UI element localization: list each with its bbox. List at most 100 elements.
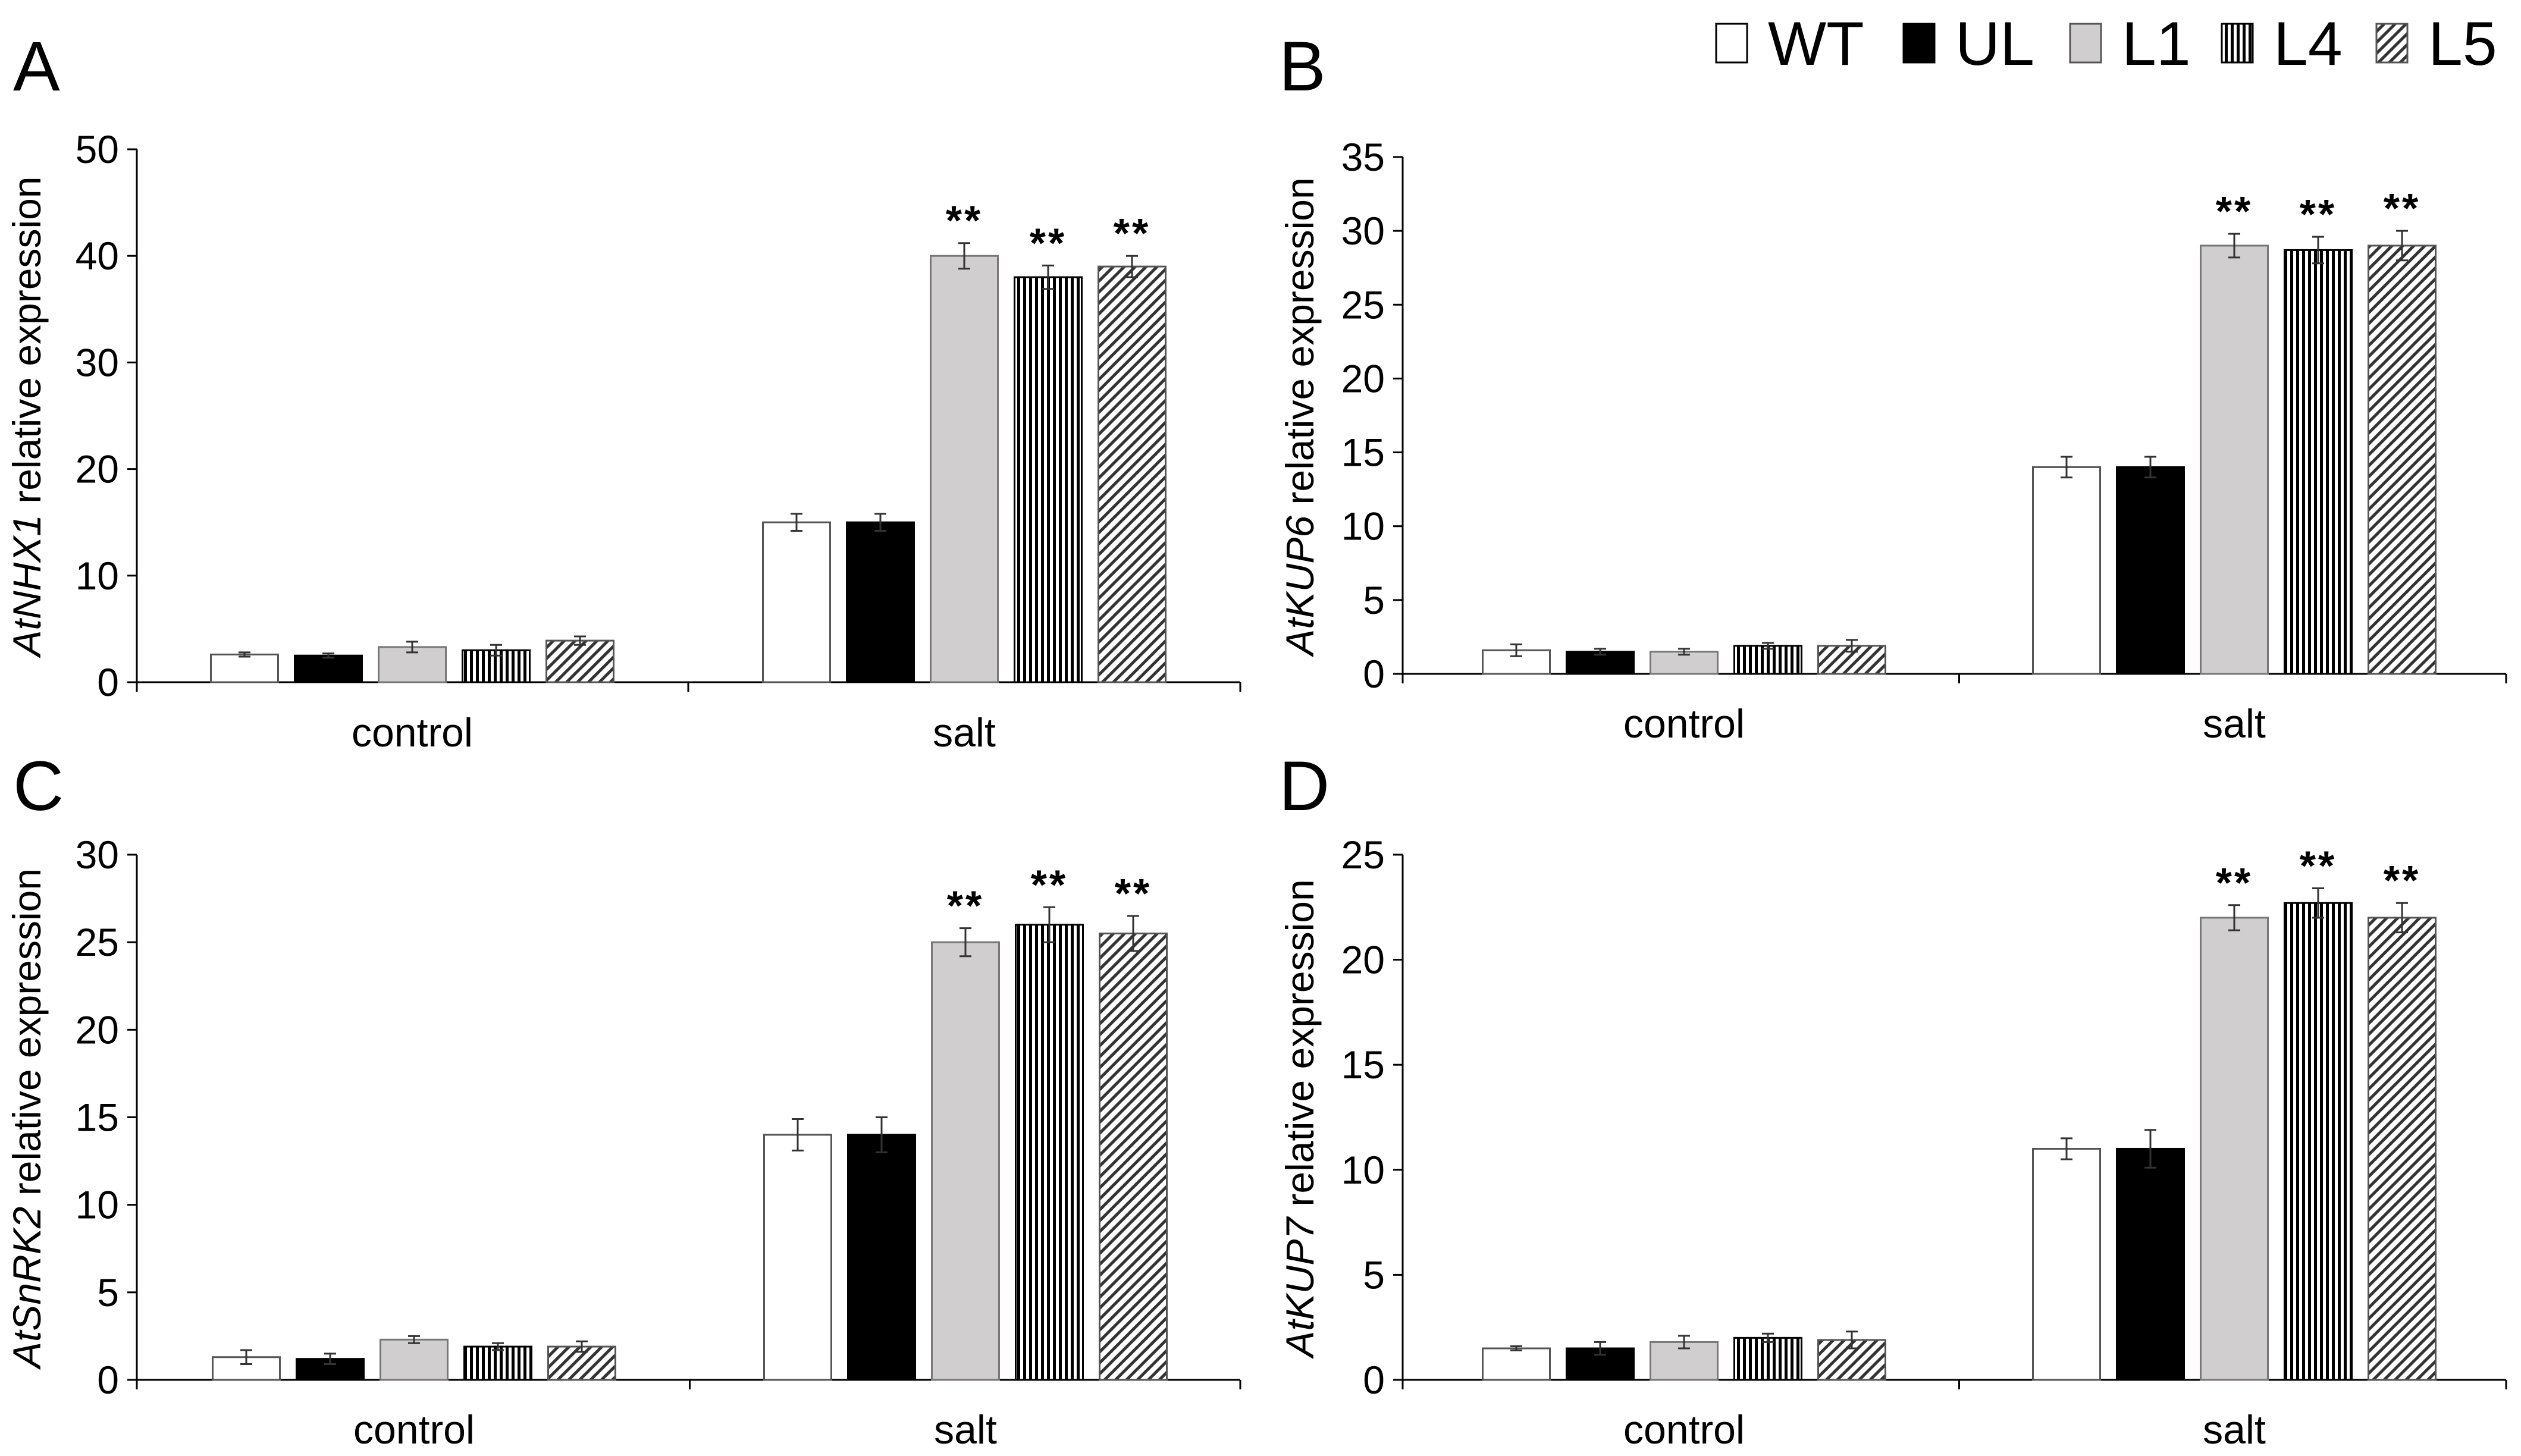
y-axis-suffix-c: relative expression <box>5 868 49 1195</box>
panel-letter-c: C <box>13 747 64 826</box>
significance-mark-l5-b: ** <box>2384 185 2420 231</box>
error-bar-l4-salt-b <box>2312 236 2324 265</box>
error-bar-ul-control-d <box>1594 1341 1606 1356</box>
panel-letter-d: D <box>1279 747 1330 826</box>
legend-swatch-ul <box>1902 23 1936 64</box>
y-axis-suffix-a: relative expression <box>5 176 49 503</box>
y-tick-label-b: 30 <box>1341 209 1385 253</box>
legend-label-wt: WT <box>1768 10 1864 79</box>
y-axis-suffix-d: relative expression <box>1278 879 1322 1206</box>
y-tick-label-b: 10 <box>1341 504 1385 548</box>
legend-swatch-l4 <box>2221 23 2254 64</box>
significance-mark-l1-b: ** <box>2216 188 2253 234</box>
bar-l4-salt-d <box>2284 902 2353 1381</box>
y-tick-label-c: 0 <box>97 1358 119 1402</box>
y-tick-label-d: 25 <box>1341 833 1385 877</box>
significance-mark-l4-a: ** <box>1030 219 1067 266</box>
error-bar-l4-control-a <box>490 644 502 657</box>
bar-l5-control-b <box>1817 645 1886 675</box>
significance-mark-l4-c: ** <box>1031 861 1068 908</box>
significance-mark-l1-d: ** <box>2216 859 2253 906</box>
error-bar-l5-control-a <box>574 635 586 646</box>
bar-l5-control-a <box>545 639 614 683</box>
error-bar-l4-salt-a <box>1042 264 1054 290</box>
bar-l1-salt-d <box>2200 917 2269 1381</box>
legend-label-l5: L5 <box>2428 10 2497 79</box>
panel-b: B AtKUP6 relative expression 0 5 10 15 20 25 3… <box>1278 27 2507 746</box>
y-axis-gene-a: AtNHX1 <box>5 514 49 658</box>
y-tick-label-c: 25 <box>76 920 119 964</box>
category-label-control-d: control <box>1623 1407 1745 1452</box>
bars-c: ** ** ** <box>212 861 1168 1381</box>
error-bar-ul-salt-b <box>2144 456 2156 479</box>
error-bar-l1-salt-b <box>2228 233 2240 259</box>
y-tick-label-d: 15 <box>1341 1043 1385 1087</box>
category-label-salt-c: salt <box>934 1407 997 1452</box>
y-tick-label-b: 20 <box>1341 356 1385 400</box>
error-bar-wt-control-c <box>240 1349 252 1366</box>
error-bar-wt-salt-c <box>792 1118 804 1151</box>
y-tick-label-c: 10 <box>76 1183 119 1227</box>
significance-mark-l5-d: ** <box>2384 857 2420 903</box>
bar-wt-control-d <box>1482 1347 1551 1381</box>
legend-label-l4: L4 <box>2274 10 2343 79</box>
error-bar-l4-salt-c <box>1043 906 1055 943</box>
category-label-control-c: control <box>353 1407 475 1452</box>
axes-d: 0 5 10 15 20 25 <box>1341 833 2507 1402</box>
significance-mark-l4-b: ** <box>2300 191 2337 237</box>
bars-b: ** ** ** <box>1482 185 2437 675</box>
bar-ul-control-a <box>294 654 363 683</box>
bar-l5-salt-d <box>2368 917 2437 1381</box>
panel-letter-b: B <box>1279 27 1326 106</box>
significance-mark-l1-c: ** <box>947 883 984 929</box>
bar-ul-salt-a <box>846 521 915 683</box>
y-axis-suffix-b: relative expression <box>1278 177 1322 504</box>
error-bar-l5-control-c <box>576 1340 588 1353</box>
y-axis-label-c: AtSnRK2 relative expression <box>5 868 49 1370</box>
bar-ul-salt-b <box>2116 466 2185 675</box>
y-axis-gene-c: AtSnRK2 <box>5 1207 49 1370</box>
y-axis-gene-d: AtKUP7 <box>1278 1216 1322 1360</box>
error-bar-ul-control-a <box>322 652 334 659</box>
error-bar-l1-salt-a <box>958 242 970 270</box>
bar-ul-salt-d <box>2116 1147 2185 1381</box>
y-tick-label-d: 10 <box>1341 1148 1385 1192</box>
error-bar-l4-control-d <box>1762 1332 1774 1343</box>
axes-a: 0 10 20 30 40 50 <box>76 127 1241 704</box>
bar-l4-salt-c <box>1015 924 1084 1381</box>
error-bar-wt-control-d <box>1510 1345 1522 1352</box>
panel-d: D AtKUP7 relative expression 0510152025 … <box>1278 747 2507 1452</box>
y-tick-label-d: 0 <box>1363 1358 1385 1402</box>
legend-label-l1: L1 <box>2122 10 2191 79</box>
y-tick-label-c: 15 <box>76 1096 119 1140</box>
panel-a: A AtNHX1 relative expression 0 10 20 30 40 50… <box>5 27 1241 755</box>
error-bar-l5-control-d <box>1846 1331 1858 1350</box>
y-tick-label-a: 20 <box>76 447 119 491</box>
y-axis-gene-b: AtKUP6 <box>1278 516 1322 658</box>
y-tick-label-c: 5 <box>97 1270 119 1314</box>
bar-l1-salt-a <box>930 255 999 683</box>
legend-swatch-l1 <box>2069 23 2102 64</box>
legend-label-ul: UL <box>1955 10 2034 79</box>
category-label-salt-b: salt <box>2203 701 2266 746</box>
bars-d: ** ** ** <box>1482 843 2437 1381</box>
category-label-control-b: control <box>1623 701 1745 746</box>
y-tick-label-a: 30 <box>76 340 119 384</box>
y-tick-label-b: 25 <box>1341 283 1385 327</box>
error-bar-ul-salt-c <box>876 1116 888 1153</box>
y-tick-label-d: 20 <box>1341 938 1385 982</box>
bar-wt-salt-b <box>2032 466 2101 675</box>
bar-l1-salt-b <box>2200 244 2269 675</box>
bar-l1-salt-c <box>931 941 1000 1381</box>
error-bar-l5-salt-b <box>2396 230 2408 262</box>
y-tick-label-a: 50 <box>76 127 119 171</box>
category-label-control-a: control <box>352 710 473 755</box>
significance-mark-l1-a: ** <box>946 197 983 244</box>
error-bar-l1-salt-c <box>960 927 971 958</box>
error-bar-l1-control-c <box>408 1335 420 1344</box>
significance-mark-l5-a: ** <box>1114 210 1150 256</box>
error-bar-wt-salt-b <box>2061 456 2072 479</box>
panel-letter-a: A <box>13 27 60 106</box>
y-tick-label-a: 0 <box>97 660 119 704</box>
